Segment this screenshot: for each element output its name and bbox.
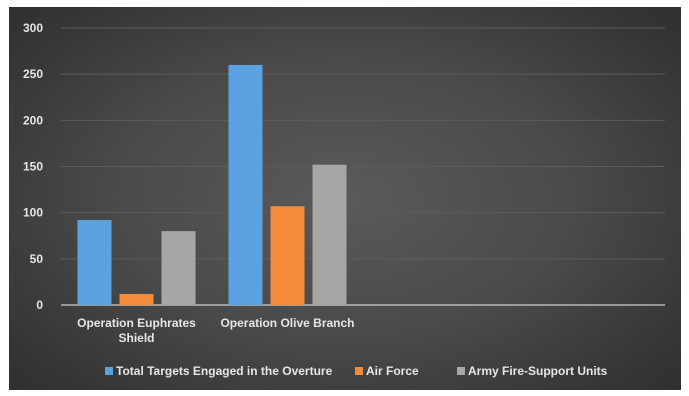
chart-frame: 0 50 100 150 200 250 300 Operation Euphrates Shi…: [9, 7, 681, 390]
legend-swatch-1: [355, 367, 363, 375]
legend-swatch-0: [105, 367, 113, 375]
y-tick-label: 300: [23, 21, 43, 35]
bar-2-0: [161, 231, 196, 305]
y-tick-label: 250: [23, 67, 43, 81]
legend-label-2: Army Fire-Support Units: [468, 364, 608, 378]
x-category-label: Operation Euphrates: [77, 316, 196, 330]
bar-1-0: [119, 293, 154, 305]
legend-label-1: Air Force: [366, 364, 419, 378]
legend-swatch-2: [457, 367, 465, 375]
bar-2-1: [312, 164, 347, 305]
x-category-label: Operation Olive Branch: [220, 316, 354, 330]
x-category-label: Shield: [118, 331, 154, 345]
y-tick-label: 0: [36, 298, 43, 312]
y-tick-label: 200: [23, 113, 43, 127]
y-tick-label: 100: [23, 206, 43, 220]
y-tick-label: 150: [23, 160, 43, 174]
y-tick-label: 50: [30, 252, 44, 266]
bar-1-1: [270, 206, 305, 305]
bar-0-0: [77, 220, 112, 305]
legend-label-0: Total Targets Engaged in the Overture: [116, 364, 333, 378]
bar-chart: 0 50 100 150 200 250 300 Operation EuphratesShi…: [23, 21, 665, 378]
bar-0-1: [228, 64, 263, 305]
